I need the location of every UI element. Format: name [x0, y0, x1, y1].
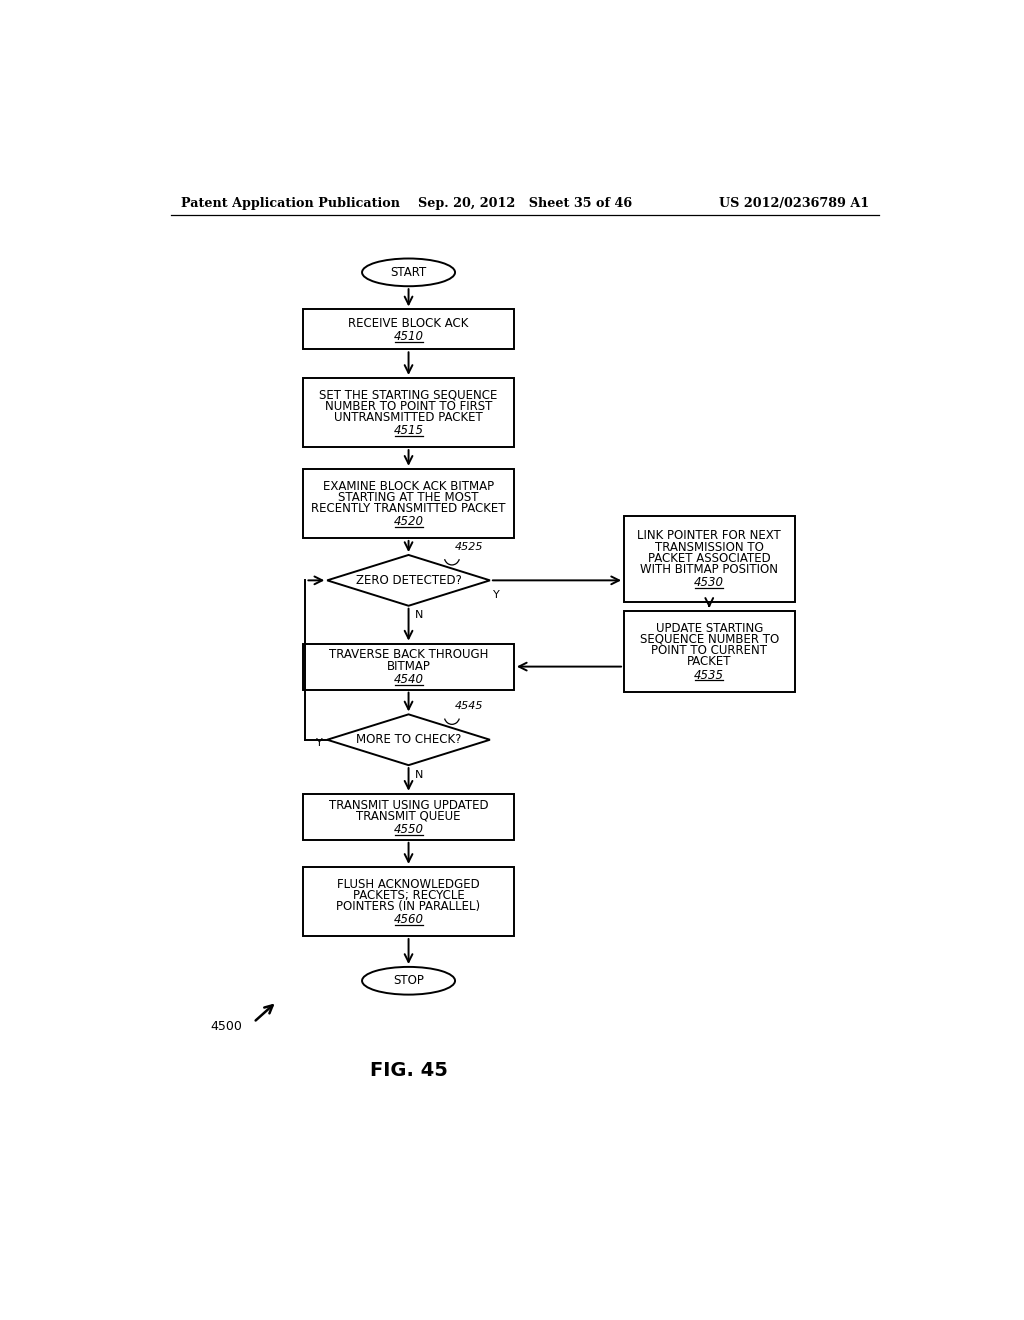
Text: BITMAP: BITMAP [387, 660, 430, 672]
Bar [303, 309, 514, 350]
Text: 4560: 4560 [393, 913, 424, 927]
Text: LINK POINTER FOR NEXT: LINK POINTER FOR NEXT [637, 529, 781, 543]
Text: TRAVERSE BACK THROUGH: TRAVERSE BACK THROUGH [329, 648, 488, 661]
Text: MORE TO CHECK?: MORE TO CHECK? [356, 733, 461, 746]
Text: POINT TO CURRENT: POINT TO CURRENT [651, 644, 767, 657]
Text: 4520: 4520 [393, 515, 424, 528]
Bar [303, 793, 514, 840]
Text: SEQUENCE NUMBER TO: SEQUENCE NUMBER TO [640, 634, 779, 645]
Text: 4545: 4545 [455, 701, 483, 711]
Text: TRANSMIT USING UPDATED: TRANSMIT USING UPDATED [329, 799, 488, 812]
Text: STARTING AT THE MOST: STARTING AT THE MOST [338, 491, 479, 504]
Bar [624, 611, 795, 692]
Text: 4500: 4500 [211, 1020, 243, 1034]
Text: PACKET: PACKET [687, 655, 731, 668]
Text: 4525: 4525 [455, 543, 483, 552]
Text: Patent Application Publication: Patent Application Publication [180, 197, 399, 210]
Text: STOP: STOP [393, 974, 424, 987]
Text: UPDATE STARTING: UPDATE STARTING [655, 622, 763, 635]
Text: PACKET ASSOCIATED: PACKET ASSOCIATED [648, 552, 771, 565]
Bar [303, 867, 514, 936]
Text: 4550: 4550 [393, 822, 424, 836]
Text: 4535: 4535 [694, 668, 724, 681]
Text: Y: Y [315, 738, 323, 748]
Text: START: START [390, 265, 427, 279]
Polygon shape [328, 554, 489, 606]
Text: 4510: 4510 [393, 330, 424, 343]
Text: RECENTLY TRANSMITTED PACKET: RECENTLY TRANSMITTED PACKET [311, 502, 506, 515]
Bar [303, 378, 514, 447]
Ellipse shape [362, 966, 455, 995]
Text: FLUSH ACKNOWLEDGED: FLUSH ACKNOWLEDGED [337, 878, 480, 891]
Text: WITH BITMAP POSITION: WITH BITMAP POSITION [640, 562, 778, 576]
Text: UNTRANSMITTED PACKET: UNTRANSMITTED PACKET [334, 411, 483, 424]
Text: POINTERS (IN PARALLEL): POINTERS (IN PARALLEL) [337, 900, 480, 913]
Text: US 2012/0236789 A1: US 2012/0236789 A1 [719, 197, 869, 210]
Text: TRANSMISSION TO: TRANSMISSION TO [654, 541, 764, 553]
Text: SET THE STARTING SEQUENCE: SET THE STARTING SEQUENCE [319, 388, 498, 401]
Text: Sep. 20, 2012   Sheet 35 of 46: Sep. 20, 2012 Sheet 35 of 46 [418, 197, 632, 210]
Text: TRANSMIT QUEUE: TRANSMIT QUEUE [356, 809, 461, 822]
Text: 4515: 4515 [393, 424, 424, 437]
Text: N: N [415, 610, 423, 620]
Bar [624, 516, 795, 602]
Ellipse shape [362, 259, 455, 286]
Text: Y: Y [493, 590, 500, 601]
Bar [303, 469, 514, 539]
Bar [303, 644, 514, 689]
Text: 4530: 4530 [694, 576, 724, 589]
Text: PACKETS; RECYCLE: PACKETS; RECYCLE [352, 888, 465, 902]
Text: ZERO DETECTED?: ZERO DETECTED? [355, 574, 462, 587]
Text: NUMBER TO POINT TO FIRST: NUMBER TO POINT TO FIRST [325, 400, 493, 413]
Polygon shape [328, 714, 489, 766]
Text: N: N [415, 770, 423, 780]
Text: 4540: 4540 [393, 673, 424, 686]
Text: RECEIVE BLOCK ACK: RECEIVE BLOCK ACK [348, 317, 469, 330]
Text: EXAMINE BLOCK ACK BITMAP: EXAMINE BLOCK ACK BITMAP [323, 479, 495, 492]
Text: FIG. 45: FIG. 45 [370, 1061, 447, 1080]
